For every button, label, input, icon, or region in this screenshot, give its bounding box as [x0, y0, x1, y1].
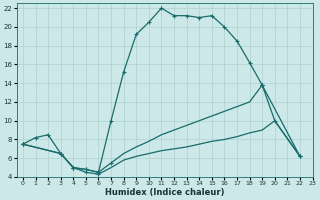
X-axis label: Humidex (Indice chaleur): Humidex (Indice chaleur)	[105, 188, 224, 197]
